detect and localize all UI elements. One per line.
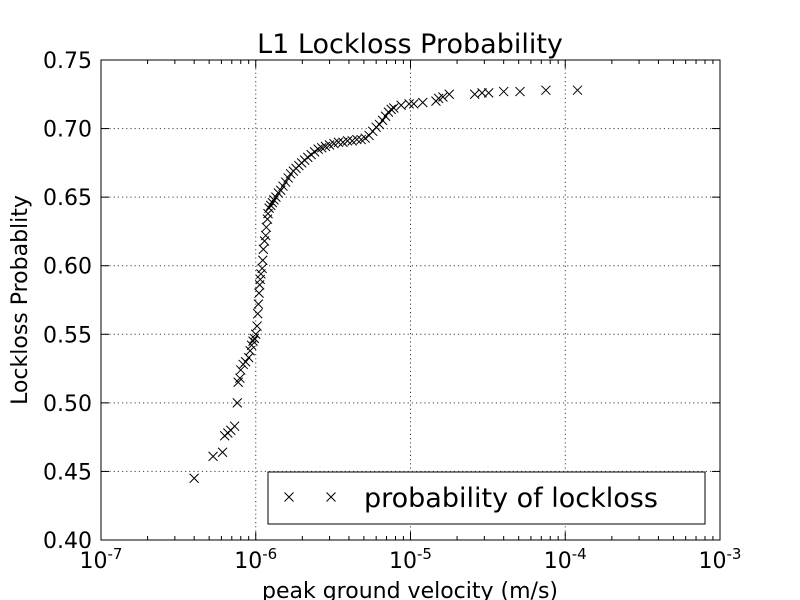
data-point — [267, 197, 278, 208]
data-point — [257, 255, 268, 266]
data-point — [250, 329, 261, 340]
x-tick-label: 10-4 — [544, 545, 587, 574]
data-point — [217, 447, 228, 458]
data-point — [388, 103, 399, 113]
legend-box — [267, 471, 706, 525]
data-point — [252, 321, 262, 331]
data-point — [417, 97, 428, 108]
legend-label: probability of lockloss — [364, 483, 658, 514]
data-point — [404, 99, 414, 109]
data-point — [235, 365, 246, 375]
x-tick-label: 10-7 — [80, 545, 123, 574]
data-point — [260, 230, 271, 241]
data-point — [438, 92, 448, 102]
data-point — [243, 352, 254, 363]
data-point — [541, 85, 551, 96]
data-point — [408, 99, 419, 109]
x-tick-label: 10-5 — [389, 545, 432, 574]
grid-lines — [101, 60, 720, 540]
data-point — [515, 86, 525, 97]
data-point — [252, 308, 263, 319]
y-tick-label: 0.50 — [43, 392, 92, 417]
data-point — [396, 100, 406, 111]
data-point — [258, 244, 269, 255]
data-point — [254, 288, 264, 298]
data-point — [257, 263, 268, 274]
data-point — [333, 137, 344, 148]
y-tick-label: 0.65 — [43, 186, 92, 211]
data-point — [316, 142, 327, 153]
data-point — [377, 115, 388, 126]
data-point — [278, 181, 288, 192]
y-tick-label: 0.70 — [43, 118, 92, 143]
x-axis-label: peak ground velocity (m/s) — [262, 579, 558, 600]
data-point — [265, 200, 276, 211]
data-point — [498, 86, 509, 97]
data-points — [189, 85, 583, 484]
y-tick-label: 0.40 — [43, 529, 92, 554]
data-point — [483, 88, 494, 98]
data-point — [374, 119, 385, 130]
data-point — [189, 473, 200, 484]
x-tick-label: 10-6 — [234, 545, 277, 574]
y-tick-label: 0.60 — [43, 255, 92, 280]
data-point — [444, 89, 455, 100]
data-point — [232, 398, 243, 408]
y-tick-label: 0.75 — [43, 49, 92, 74]
data-point — [253, 299, 264, 309]
legend-marker-x — [284, 492, 294, 502]
data-point — [351, 134, 362, 145]
data-point — [235, 373, 245, 384]
legend-marker-x — [326, 492, 336, 502]
data-point — [386, 104, 397, 115]
legend: probability of lockloss — [267, 471, 706, 525]
y-tick-label: 0.45 — [43, 460, 92, 485]
legend-marker — [284, 492, 336, 502]
data-point — [245, 345, 255, 356]
data-point — [313, 144, 323, 154]
data-point — [380, 111, 391, 122]
axis-ticks: 10-7 10-6 10-5 10-4 10-3 0.40 0.45 0.50 0.55 0.60… — [43, 49, 741, 574]
y-axis-label: Lockloss Probablity — [8, 195, 33, 405]
x-tick-label: 10-3 — [699, 545, 742, 574]
data-point — [248, 336, 258, 346]
data-point — [256, 269, 266, 279]
data-point — [269, 195, 279, 205]
data-point — [342, 136, 353, 146]
data-point — [229, 421, 240, 432]
data-point — [261, 222, 272, 233]
data-point — [240, 356, 251, 367]
y-tick-label: 0.55 — [43, 323, 92, 348]
data-point — [264, 203, 274, 213]
data-point — [572, 85, 583, 96]
chart-title: L1 Lockloss Probability — [257, 29, 563, 60]
data-point — [208, 451, 218, 462]
